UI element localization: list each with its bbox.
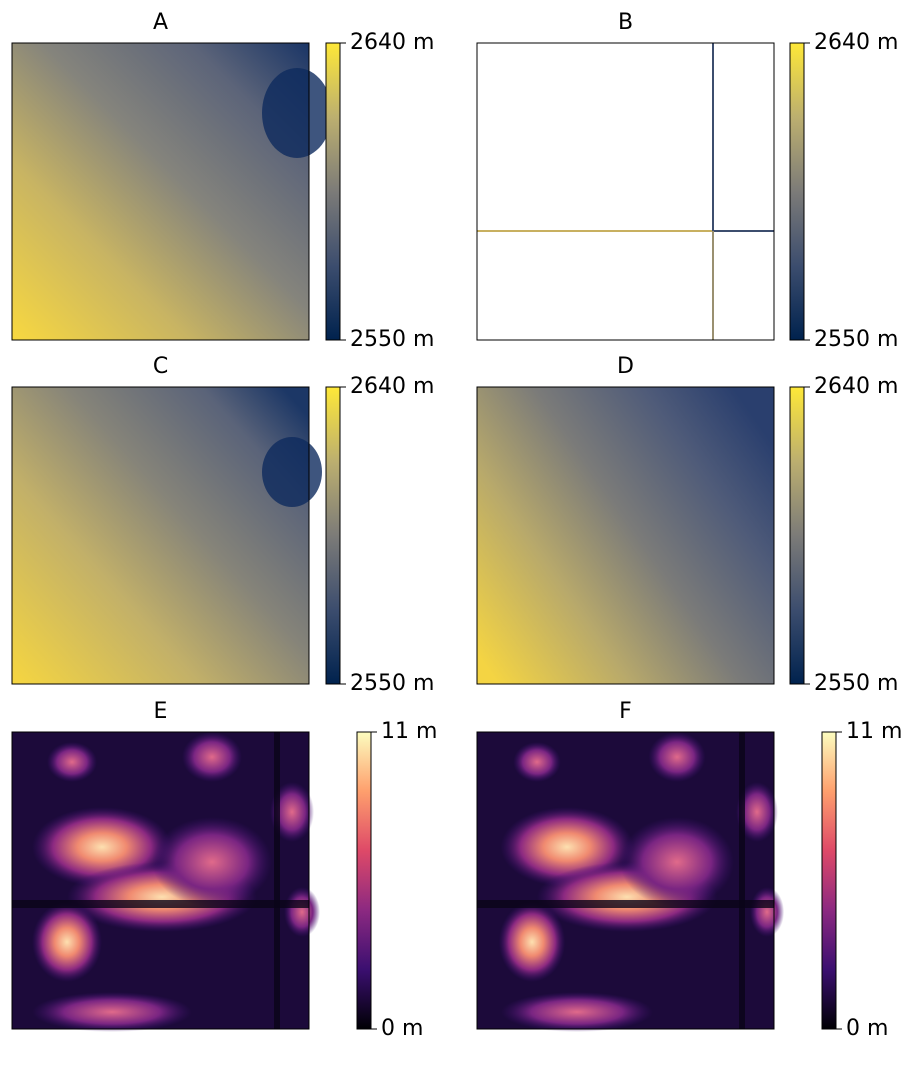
map-blob bbox=[750, 887, 784, 937]
panel-title: A bbox=[153, 10, 168, 35]
colorbar-tick-label: 2640 m bbox=[814, 374, 898, 399]
elevation-map bbox=[12, 387, 309, 684]
panel: A 2640 m 2550 m bbox=[12, 10, 434, 352]
colorbar-tick-label: 11 m bbox=[381, 719, 437, 744]
panel: C 2640 m 2550 m bbox=[12, 354, 434, 696]
panel: E 11 m 0 m bbox=[12, 699, 437, 1041]
colorbar bbox=[326, 43, 340, 340]
panel-title: B bbox=[618, 10, 633, 35]
map-blob bbox=[513, 742, 561, 782]
panel: F 11 m 0 m bbox=[477, 699, 902, 1041]
colorbar-tick-label: 0 m bbox=[381, 1016, 423, 1041]
colorbar-tick-label: 2550 m bbox=[814, 671, 898, 696]
elevation-map bbox=[477, 387, 774, 684]
map-blob bbox=[499, 902, 566, 982]
colorbar bbox=[326, 387, 340, 684]
colorbar-tick-label: 2550 m bbox=[814, 327, 898, 352]
colorbar bbox=[822, 732, 836, 1029]
map-blob bbox=[182, 732, 242, 782]
colorbar-tick-label: 2640 m bbox=[814, 30, 898, 55]
map-blob bbox=[284, 887, 320, 937]
panel-title: C bbox=[153, 354, 168, 379]
map-blob bbox=[501, 992, 653, 1032]
panel-title: E bbox=[154, 699, 168, 724]
figure: A2640 m2550 mB2640 m2550 mC2640 m2550 mD… bbox=[0, 0, 924, 1076]
colorbar-tick-label: 2550 m bbox=[350, 671, 434, 696]
map-shade bbox=[262, 437, 322, 507]
colorbar bbox=[790, 43, 804, 340]
colorbar-tick-label: 2640 m bbox=[350, 30, 434, 55]
elevation-map bbox=[477, 43, 774, 340]
panel-title: F bbox=[619, 699, 632, 724]
colorbar-tick-label: 2640 m bbox=[350, 374, 434, 399]
map-blob bbox=[47, 742, 97, 782]
map-blob bbox=[649, 732, 706, 782]
map-seam bbox=[477, 900, 774, 908]
map-seam bbox=[12, 900, 309, 908]
map-blob bbox=[620, 817, 734, 907]
colorbar-tick-label: 0 m bbox=[846, 1016, 888, 1041]
colorbar bbox=[790, 387, 804, 684]
elevation-map bbox=[12, 43, 309, 340]
map-shade bbox=[262, 68, 332, 158]
panel-title: D bbox=[617, 354, 634, 379]
map-blob bbox=[152, 817, 272, 907]
panel: B 2640 m 2550 m bbox=[477, 10, 898, 352]
map-blob bbox=[32, 902, 102, 982]
map-seam bbox=[274, 732, 280, 1029]
map-blob bbox=[32, 992, 192, 1032]
map-seam bbox=[739, 732, 745, 1029]
colorbar bbox=[357, 732, 371, 1029]
colorbar-tick-label: 2550 m bbox=[350, 327, 434, 352]
panel: D 2640 m 2550 m bbox=[477, 354, 898, 696]
colorbar-tick-label: 11 m bbox=[846, 719, 902, 744]
